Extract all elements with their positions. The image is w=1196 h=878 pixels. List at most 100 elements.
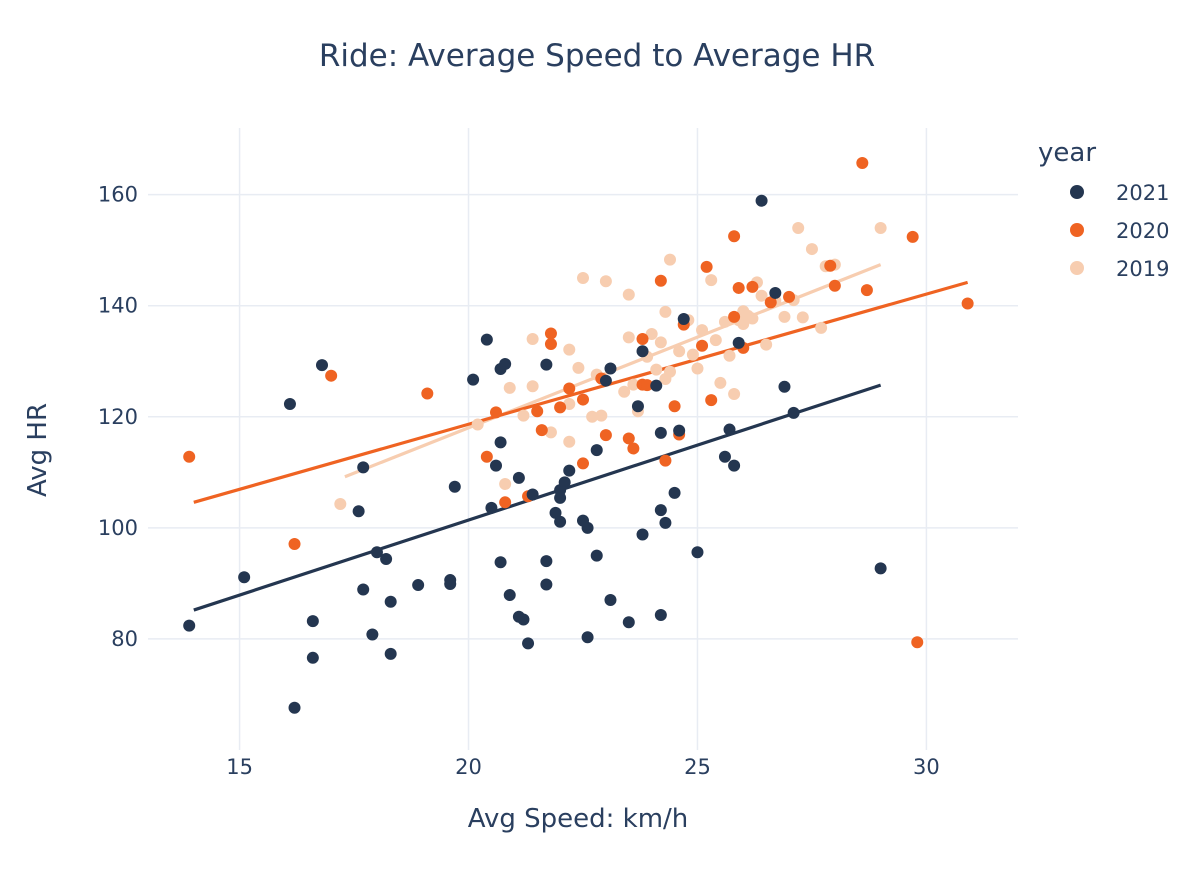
point-2021 bbox=[659, 516, 672, 529]
point-2019 bbox=[577, 271, 589, 284]
point-2019 bbox=[760, 338, 773, 351]
point-2021 bbox=[503, 589, 516, 602]
point-2021 bbox=[306, 651, 319, 664]
point-2020 bbox=[728, 230, 741, 243]
point-2020 bbox=[622, 432, 635, 445]
point-2020 bbox=[696, 339, 709, 352]
point-2020 bbox=[828, 279, 841, 292]
point-2021 bbox=[723, 423, 736, 436]
legend-item-2020[interactable]: 2020 bbox=[1070, 219, 1169, 243]
point-2021 bbox=[526, 488, 539, 501]
point-2021 bbox=[668, 486, 681, 499]
point-2021 bbox=[673, 424, 686, 437]
point-2021 bbox=[599, 374, 612, 387]
x-tick-label: 15 bbox=[226, 755, 253, 779]
point-2020 bbox=[183, 450, 196, 463]
point-2021 bbox=[183, 619, 196, 632]
legend-item-2019[interactable]: 2019 bbox=[1070, 257, 1169, 281]
point-2020 bbox=[627, 442, 640, 455]
point-2020 bbox=[563, 382, 576, 395]
legend-marker bbox=[1070, 223, 1084, 237]
point-2020 bbox=[544, 338, 557, 351]
y-tick-label: 80 bbox=[111, 627, 138, 651]
point-2019 bbox=[471, 418, 484, 431]
point-2021 bbox=[494, 556, 507, 569]
point-2019 bbox=[737, 305, 750, 318]
x-tick-label: 30 bbox=[913, 755, 940, 779]
y-tick-label: 160 bbox=[98, 183, 138, 207]
point-2021 bbox=[769, 286, 782, 299]
point-2019 bbox=[664, 253, 676, 266]
point-2021 bbox=[370, 546, 383, 559]
point-2021 bbox=[549, 506, 562, 519]
point-2019 bbox=[718, 315, 731, 328]
y-tick-label: 140 bbox=[98, 294, 138, 318]
point-2019 bbox=[705, 274, 718, 287]
point-2021 bbox=[499, 358, 512, 371]
legend-item-2021[interactable]: 2021 bbox=[1070, 181, 1169, 205]
point-2020 bbox=[636, 333, 649, 346]
point-2019 bbox=[622, 331, 635, 344]
point-2019 bbox=[714, 376, 727, 389]
point-2019 bbox=[572, 361, 585, 374]
point-2019 bbox=[792, 221, 805, 234]
point-2021 bbox=[691, 546, 704, 559]
point-2021 bbox=[352, 505, 365, 518]
legend-marker bbox=[1070, 261, 1084, 275]
point-2021 bbox=[581, 521, 594, 534]
point-2021 bbox=[444, 577, 457, 590]
point-2021 bbox=[522, 637, 535, 650]
point-2021 bbox=[622, 616, 635, 629]
point-2021 bbox=[485, 501, 498, 514]
point-2021 bbox=[581, 631, 594, 644]
point-2021 bbox=[728, 459, 741, 472]
x-tick-label: 25 bbox=[684, 755, 711, 779]
point-2021 bbox=[384, 647, 397, 660]
point-2021 bbox=[654, 426, 667, 439]
legend: year 2021 2020 2019 bbox=[1038, 138, 1169, 281]
point-2020 bbox=[911, 636, 924, 649]
point-2021 bbox=[604, 594, 617, 607]
point-2021 bbox=[787, 406, 800, 419]
point-2020 bbox=[490, 406, 502, 419]
data-points bbox=[183, 156, 974, 714]
chart-title: Ride: Average Speed to Average HR bbox=[319, 38, 875, 74]
y-tick-labels: 80 100 120 140 160 bbox=[98, 183, 138, 651]
point-2021 bbox=[778, 380, 791, 393]
point-2020 bbox=[480, 450, 493, 463]
point-2020 bbox=[531, 405, 544, 418]
point-2019 bbox=[696, 324, 709, 337]
point-2020 bbox=[499, 496, 512, 509]
point-2019 bbox=[728, 388, 741, 401]
point-2021 bbox=[590, 549, 603, 562]
point-2021 bbox=[288, 701, 301, 714]
point-2021 bbox=[540, 578, 553, 591]
point-2021 bbox=[718, 450, 731, 463]
point-2019 bbox=[334, 497, 347, 510]
point-2019 bbox=[563, 398, 576, 411]
point-2019 bbox=[723, 349, 736, 362]
point-2021 bbox=[357, 583, 370, 596]
point-2020 bbox=[764, 296, 777, 309]
point-2019 bbox=[599, 275, 612, 288]
point-2021 bbox=[654, 504, 667, 517]
point-2021 bbox=[636, 528, 649, 541]
point-2021 bbox=[590, 444, 603, 457]
point-2020 bbox=[783, 290, 796, 303]
point-2019 bbox=[526, 333, 539, 346]
point-2019 bbox=[659, 373, 672, 386]
point-2019 bbox=[796, 311, 809, 324]
y-tick-label: 100 bbox=[98, 516, 138, 540]
point-2019 bbox=[503, 381, 516, 394]
point-2020 bbox=[728, 310, 741, 323]
point-2020 bbox=[860, 284, 873, 297]
point-2019 bbox=[526, 380, 539, 393]
point-2019 bbox=[691, 362, 704, 375]
point-2020 bbox=[641, 379, 654, 392]
point-2020 bbox=[599, 429, 612, 442]
point-2021 bbox=[874, 562, 887, 575]
point-2019 bbox=[595, 409, 608, 422]
gridlines bbox=[148, 128, 1018, 750]
point-2019 bbox=[586, 410, 599, 423]
